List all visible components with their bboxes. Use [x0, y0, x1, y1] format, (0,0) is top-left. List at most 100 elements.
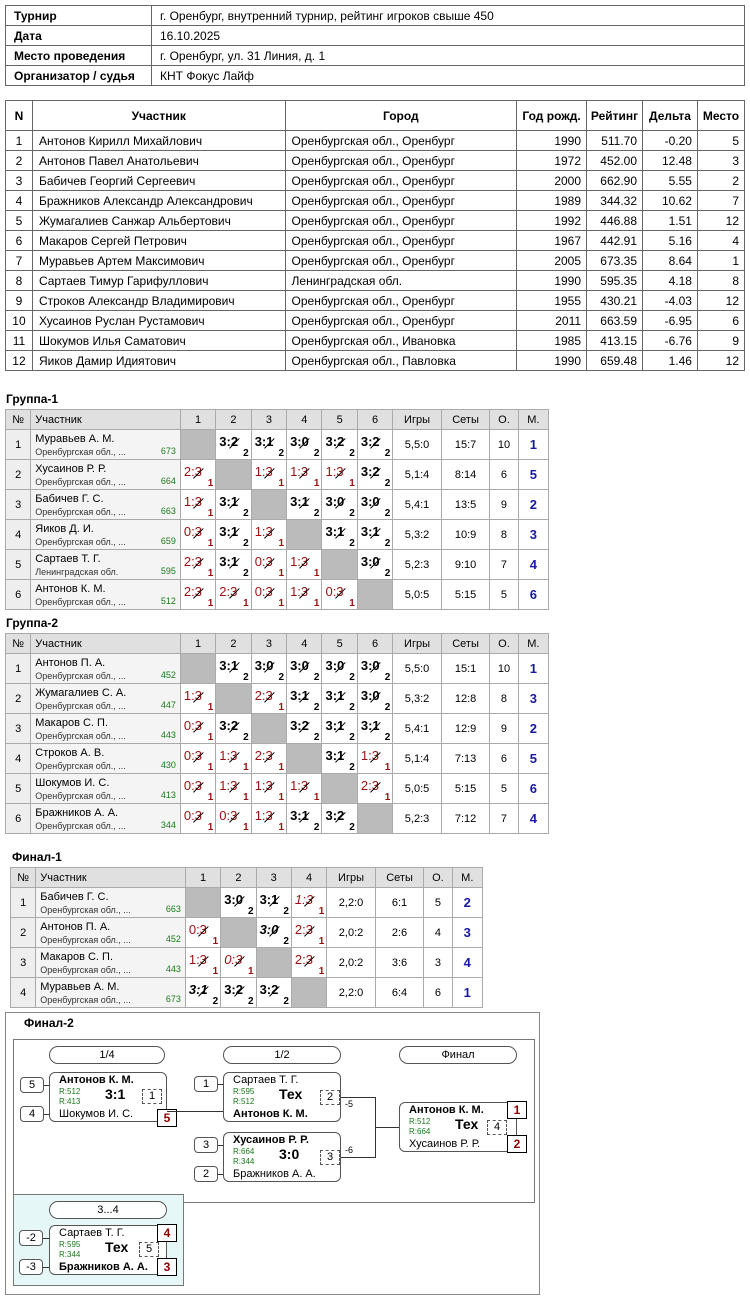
match-score: 3:0	[259, 922, 279, 937]
grid-player-city: Оренбургская обл., ...	[35, 760, 126, 771]
participant-row: 10 Хусаинов Руслан Рустамович Оренбургская…	[5, 310, 746, 331]
grid-score-cell: 1:3 1	[290, 887, 328, 918]
grid-score-cell: 1:3 1	[356, 743, 394, 774]
match-score: 3:1	[360, 718, 380, 733]
match-points: 2	[349, 702, 355, 713]
grid-points: 5	[489, 579, 519, 610]
grid-player-city: Оренбургская обл., ...	[35, 446, 126, 457]
grid-player-cell: Хусаинов Р. Р. Оренбургская обл., ... 664	[30, 459, 181, 490]
grid-col-header: О.	[489, 409, 519, 430]
bracket-third-place: 3...4 -2 -3 Сартаев Т. Г. R:595 R:344 Те…	[13, 1194, 184, 1286]
seed-badge: 5	[20, 1077, 44, 1093]
match-points: 1	[212, 966, 219, 977]
participant-number: 6	[5, 230, 33, 251]
match-score: Тех	[105, 1239, 129, 1255]
grid-player-row: 3 Макаров С. П. Оренбургская обл., ... 443 0…	[4, 713, 550, 744]
grid-player-city: Оренбургская обл., ...	[40, 904, 131, 915]
match-score: 3:2	[219, 434, 239, 449]
seed-badge: -3	[19, 1259, 43, 1275]
grid-player-number: 1	[4, 653, 32, 684]
grid-diagonal-cell	[255, 947, 292, 978]
grid-score-cell: 3:1 2	[255, 887, 292, 918]
participant-city: Оренбургская обл., Оренбург	[284, 290, 518, 311]
grid-header-row: № Участник 1 2 3 4 5 6 Игры Сеты О. М.	[4, 409, 550, 430]
grid-score-cell: 3:0 2	[250, 653, 288, 684]
grid-player-name: Шокумов И. С.	[35, 776, 110, 789]
match-score: 1:3	[188, 952, 207, 967]
grid-col-header: Участник	[30, 409, 181, 430]
grid-score-cell: 2:3 1	[290, 947, 328, 978]
match-points: 1	[278, 762, 285, 773]
grid-sets: 10:9	[440, 519, 491, 550]
grid-player-number: 3	[9, 947, 37, 978]
grid-player-number: 2	[9, 917, 37, 948]
match-points: 2	[384, 478, 391, 489]
grid-col-header: 6	[356, 633, 394, 654]
grid-player-number: 5	[4, 549, 32, 580]
col-header: Год рожд.	[516, 100, 588, 131]
match-points: 1	[207, 598, 214, 609]
participant-number: 5	[5, 210, 33, 231]
match-score: 3:2	[290, 718, 309, 733]
match-points: 2	[283, 996, 289, 1007]
grid-player-cell: Шокумов И. С. Оренбургская обл., ... 413	[30, 773, 181, 804]
match-points: 1	[212, 936, 219, 947]
grid-score-cell: 2:3 1	[250, 683, 288, 714]
match-points: 1	[318, 906, 325, 917]
participant-birth-year: 1967	[516, 230, 588, 251]
grid-player-number: 5	[4, 773, 32, 804]
grid-col-header: Участник	[30, 633, 181, 654]
grid-player-rating: 664	[160, 476, 176, 486]
match-third: Сартаев Т. Г. R:595 R:344 Тех Бражников …	[49, 1224, 177, 1276]
participant-rating: 413.15	[586, 330, 643, 351]
grid-player-row: 5 Шокумов И. С. Оренбургская обл., ... 413 0…	[4, 773, 550, 804]
match-score: 1:3	[294, 892, 313, 907]
grid-col-header: 4	[286, 633, 323, 654]
participant-name: Хусаинов Руслан Рустамович	[31, 310, 286, 331]
seed-badge: 2	[194, 1166, 218, 1182]
match-score: 1:3	[183, 494, 202, 509]
grid-points: 10	[489, 653, 519, 684]
grid-player-number: 6	[4, 579, 32, 610]
grid-player-city: Оренбургская обл., ...	[35, 506, 126, 517]
participant-name: Жумагалиев Санжар Альбертович	[31, 210, 286, 231]
grid-sets: 3:6	[374, 947, 425, 978]
grid-place: 3	[517, 519, 550, 550]
match-rating: R:512	[233, 1097, 255, 1106]
grid-place: 2	[451, 887, 484, 918]
grid-score-cell: 3:1 2	[215, 549, 252, 580]
match-score: 3:1	[325, 524, 345, 539]
grid-score-cell: 2:3 1	[179, 579, 217, 610]
participant-number: 3	[5, 170, 33, 191]
grid-player-city: Оренбургская обл., ...	[35, 476, 126, 487]
grid-score-cell: 3:2 2	[220, 977, 257, 1008]
match-points: 2	[283, 936, 289, 947]
grid-place: 3	[517, 683, 550, 714]
grid-score-cell: 2:3 1	[250, 743, 288, 774]
grid-col-header: 6	[356, 409, 394, 430]
grid-score-cell: 3:1 2	[356, 713, 394, 744]
participant-row: 7 Муравьев Артем Максимович Оренбургская о…	[5, 250, 746, 271]
match-score: 3:2	[259, 982, 279, 997]
match-score: 3:1	[290, 808, 309, 823]
participant-city: Ленинградская обл.	[284, 270, 518, 291]
grid-diagonal-cell	[321, 549, 358, 580]
grid-player-name: Антонов П. А.	[35, 656, 106, 669]
participant-name: Антонов Кирилл Михайлович	[31, 130, 286, 151]
col-header: Место	[696, 100, 746, 131]
match-qf: Антонов К. М. R:512 R:413 3:1 Шокумов И.…	[49, 1072, 177, 1127]
match-number: 5	[139, 1242, 159, 1257]
match-points: 1	[278, 538, 285, 549]
match-player: Хусаинов Р. Р.	[409, 1138, 481, 1150]
grid-diagonal-cell	[286, 519, 323, 550]
participant-city: Оренбургская обл., Оренбург	[284, 310, 518, 331]
participant-row: 6 Макаров Сергей Петрович Оренбургская обл…	[5, 230, 746, 251]
participant-name: Сартаев Тимур Гарифуллович	[31, 270, 286, 291]
grid-points: 9	[489, 713, 519, 744]
grid-player-cell: Сартаев Т. Г. Ленинградская обл. 595	[30, 549, 181, 580]
grid-score-cell: 3:1 2	[215, 489, 252, 520]
match-points: 1	[313, 792, 320, 803]
grid-player-city: Оренбургская обл., ...	[35, 820, 126, 831]
participant-place: 1	[696, 250, 746, 271]
grid-player-name: Муравьев А. М.	[35, 432, 115, 445]
